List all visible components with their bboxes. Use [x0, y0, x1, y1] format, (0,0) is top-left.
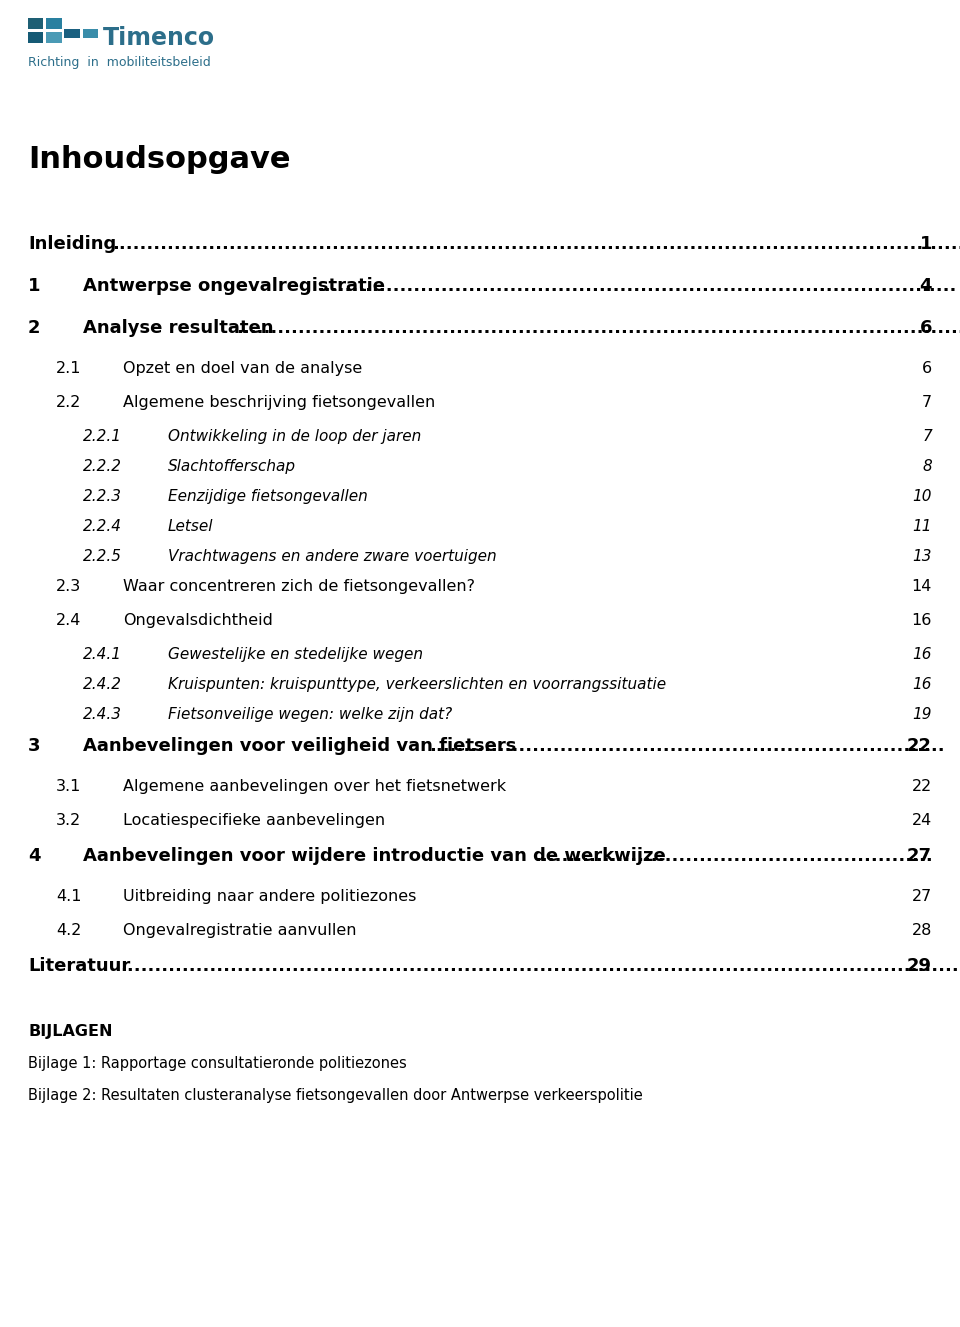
Text: 27: 27	[907, 847, 932, 865]
Text: 2.2.2: 2.2.2	[83, 459, 122, 474]
Text: 13: 13	[913, 549, 932, 564]
Text: 3: 3	[28, 736, 40, 755]
Text: 24: 24	[912, 813, 932, 828]
Text: 2.2: 2.2	[56, 395, 82, 410]
Text: Inleiding: Inleiding	[28, 235, 116, 253]
Text: 2.2.3: 2.2.3	[83, 490, 122, 504]
Text: 2.3: 2.3	[56, 579, 82, 594]
Text: 27: 27	[912, 889, 932, 904]
Text: Fietsonveilige wegen: welke zijn dat?: Fietsonveilige wegen: welke zijn dat?	[168, 707, 452, 722]
Text: Ontwikkeling in de loop der jaren: Ontwikkeling in de loop der jaren	[168, 429, 421, 445]
Bar	[64, 29, 80, 37]
Text: 29: 29	[907, 957, 932, 975]
Bar	[46, 19, 61, 29]
Text: Aanbevelingen voor veiligheid van fietsers: Aanbevelingen voor veiligheid van fietse…	[83, 736, 516, 755]
Bar	[28, 19, 43, 29]
Text: Bijlage 1: Rapportage consultatieronde politiezones: Bijlage 1: Rapportage consultatieronde p…	[28, 1056, 407, 1071]
Text: ................................................................................: ........................................…	[317, 277, 956, 295]
Text: 4.1: 4.1	[56, 889, 82, 904]
Text: 11: 11	[913, 519, 932, 533]
Text: 2.2.5: 2.2.5	[83, 549, 122, 564]
Text: Uitbreiding naar andere politiezones: Uitbreiding naar andere politiezones	[123, 889, 417, 904]
Text: Opzet en doel van de analyse: Opzet en doel van de analyse	[123, 361, 362, 376]
Text: 16: 16	[913, 648, 932, 662]
Text: 2.4.2: 2.4.2	[83, 677, 122, 691]
Text: 3.2: 3.2	[56, 813, 82, 828]
Text: Locatiespecifieke aanbevelingen: Locatiespecifieke aanbevelingen	[123, 813, 385, 828]
Text: Eenzijdige fietsongevallen: Eenzijdige fietsongevallen	[168, 490, 368, 504]
Text: 3.1: 3.1	[56, 779, 82, 794]
Text: Richting  in  mobiliteitsbeleid: Richting in mobiliteitsbeleid	[28, 56, 211, 69]
Text: Timenco: Timenco	[103, 27, 215, 50]
Text: Kruispunten: kruispunttype, verkeerslichten en voorrangssituatie: Kruispunten: kruispunttype, verkeerslich…	[168, 677, 666, 691]
Text: Letsel: Letsel	[168, 519, 213, 533]
Text: Gewestelijke en stedelijke wegen: Gewestelijke en stedelijke wegen	[168, 648, 423, 662]
Text: 10: 10	[913, 490, 932, 504]
Text: ................................................................................: ........................................…	[121, 957, 960, 975]
Text: Slachtofferschap: Slachtofferschap	[168, 459, 296, 474]
Text: Literatuur: Literatuur	[28, 957, 131, 975]
Text: Analyse resultaten: Analyse resultaten	[83, 318, 274, 337]
Text: 14: 14	[912, 579, 932, 594]
Text: 7: 7	[922, 395, 932, 410]
Bar	[28, 32, 43, 44]
Text: 8: 8	[923, 459, 932, 474]
Text: 2.4.1: 2.4.1	[83, 648, 122, 662]
Text: Vrachtwagens en andere zware voertuigen: Vrachtwagens en andere zware voertuigen	[168, 549, 496, 564]
Text: Waar concentreren zich de fietsongevallen?: Waar concentreren zich de fietsongevalle…	[123, 579, 475, 594]
Text: Algemene beschrijving fietsongevallen: Algemene beschrijving fietsongevallen	[123, 395, 435, 410]
Text: ...........................................................................: ........................................…	[429, 736, 946, 755]
Text: 6: 6	[922, 361, 932, 376]
Text: 4: 4	[28, 847, 40, 865]
Text: 1: 1	[920, 235, 932, 253]
Text: 19: 19	[913, 707, 932, 722]
Text: ................................................................................: ........................................…	[112, 235, 960, 253]
Text: Ongevalregistratie aanvullen: Ongevalregistratie aanvullen	[123, 924, 356, 938]
Text: ..........................................................: ........................................…	[535, 847, 933, 865]
Text: 2.4.3: 2.4.3	[83, 707, 122, 722]
Text: Aanbevelingen voor wijdere introductie van de werkwijze: Aanbevelingen voor wijdere introductie v…	[83, 847, 665, 865]
Text: Ongevalsdichtheid: Ongevalsdichtheid	[123, 613, 273, 628]
Text: Inhoudsopgave: Inhoudsopgave	[28, 145, 291, 174]
Text: Algemene aanbevelingen over het fietsnetwerk: Algemene aanbevelingen over het fietsnet…	[123, 779, 506, 794]
Text: 22: 22	[907, 736, 932, 755]
Text: 16: 16	[912, 613, 932, 628]
Text: 7: 7	[923, 429, 932, 445]
Text: 2.2.1: 2.2.1	[83, 429, 122, 445]
Text: 28: 28	[912, 924, 932, 938]
Text: 2: 2	[28, 318, 40, 337]
Bar	[46, 32, 61, 44]
Text: ................................................................................: ........................................…	[236, 318, 960, 337]
Bar	[83, 29, 98, 37]
Text: 4: 4	[920, 277, 932, 295]
Text: 4.2: 4.2	[56, 924, 82, 938]
Text: Bijlage 2: Resultaten clusteranalyse fietsongevallen door Antwerpse verkeerspoli: Bijlage 2: Resultaten clusteranalyse fie…	[28, 1088, 643, 1103]
Text: Antwerpse ongevalregistratie: Antwerpse ongevalregistratie	[83, 277, 385, 295]
Text: 1: 1	[28, 277, 40, 295]
Text: 6: 6	[920, 318, 932, 337]
Text: 2.4: 2.4	[56, 613, 82, 628]
Text: 2.2.4: 2.2.4	[83, 519, 122, 533]
Text: BIJLAGEN: BIJLAGEN	[28, 1024, 112, 1039]
Text: 16: 16	[913, 677, 932, 691]
Text: 22: 22	[912, 779, 932, 794]
Text: 2.1: 2.1	[56, 361, 82, 376]
